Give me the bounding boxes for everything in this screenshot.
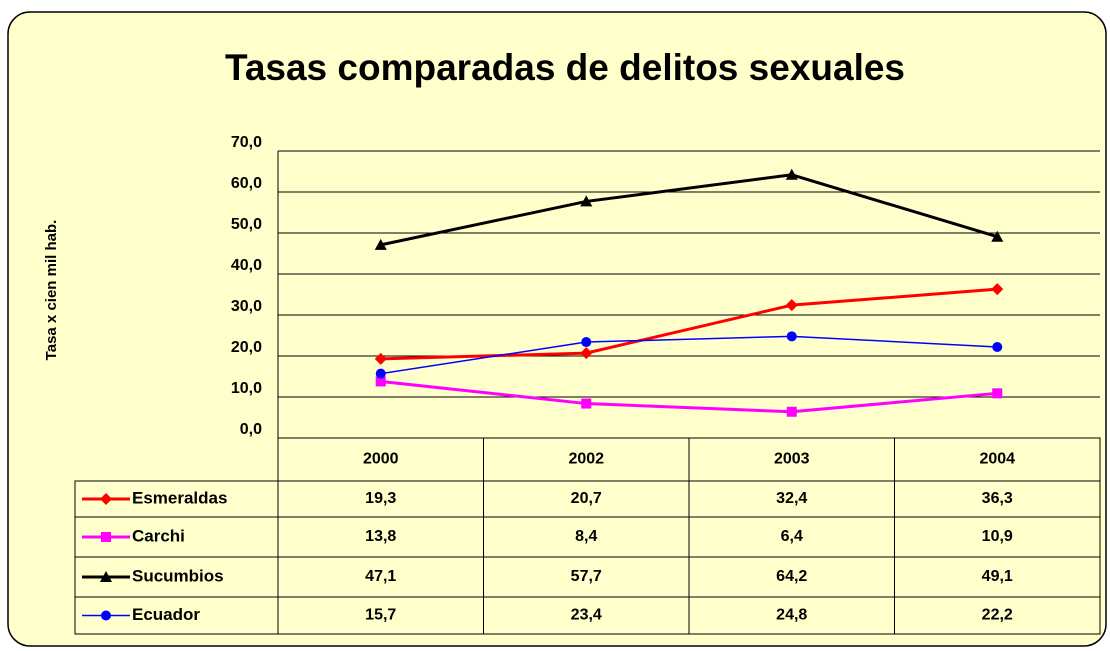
data-point	[581, 398, 592, 409]
data-point	[580, 195, 593, 207]
y-tick-label: 70,0	[231, 134, 262, 151]
series-line	[380, 335, 998, 375]
y-tick-label: 10,0	[231, 380, 262, 397]
legend-key-marker	[101, 610, 111, 621]
data-point	[785, 168, 798, 180]
table-cell: 36,3	[982, 490, 1013, 507]
chart-title: Tasas comparadas de delitos sexuales	[225, 47, 905, 88]
legend-label: Ecuador	[132, 605, 200, 624]
y-tick-label: 40,0	[231, 257, 262, 274]
y-tick-label: 50,0	[231, 216, 262, 233]
table-cell: 19,3	[365, 490, 396, 507]
data-point	[580, 347, 593, 360]
table-cell: 57,7	[571, 568, 602, 585]
data-point	[785, 299, 798, 312]
y-tick-label: 20,0	[231, 339, 262, 356]
series-line	[380, 379, 998, 414]
chart-background	[7, 11, 1107, 647]
table-cell: 23,4	[571, 607, 602, 624]
legend-label: Esmeraldas	[132, 488, 227, 507]
legend-label: Carchi	[132, 526, 185, 545]
table-cell: 24,8	[776, 607, 807, 624]
x-tick-label: 2003	[774, 451, 810, 468]
data-point	[375, 368, 386, 379]
table-cell: 49,1	[982, 568, 1013, 585]
table-cell: 10,9	[982, 528, 1013, 545]
data-point	[581, 337, 592, 348]
data-point	[991, 283, 1004, 296]
table-cell: 6,4	[781, 528, 803, 545]
x-tick-label: 2000	[363, 451, 399, 468]
legend-key-marker	[100, 493, 112, 505]
x-tick-label: 2002	[568, 451, 604, 468]
table-cell: 64,2	[776, 568, 807, 585]
table-cell: 32,4	[776, 490, 807, 507]
y-axis-label: Tasa x cien mil hab.	[43, 220, 60, 361]
data-point	[992, 341, 1003, 352]
data-point	[786, 406, 797, 417]
table-cell: 20,7	[571, 490, 602, 507]
table-cell: 13,8	[365, 528, 396, 545]
legend-label: Sucumbios	[132, 566, 224, 585]
table-cell: 15,7	[365, 607, 396, 624]
data-point	[991, 230, 1004, 242]
legend-key-marker	[100, 571, 112, 582]
y-tick-label: 0,0	[240, 421, 262, 438]
y-tick-label: 30,0	[231, 298, 262, 315]
legend-key-marker	[101, 532, 111, 542]
data-point	[992, 388, 1003, 399]
data-point	[375, 376, 386, 387]
y-tick-label: 60,0	[231, 175, 262, 192]
data-point	[374, 352, 387, 365]
table-cell: 47,1	[365, 568, 396, 585]
data-point	[374, 238, 387, 250]
series-line	[380, 173, 998, 247]
table-cell: 22,2	[982, 607, 1013, 624]
x-tick-label: 2004	[979, 451, 1015, 468]
table-cell: 8,4	[575, 528, 597, 545]
data-point	[786, 331, 797, 342]
series-line	[380, 287, 998, 361]
